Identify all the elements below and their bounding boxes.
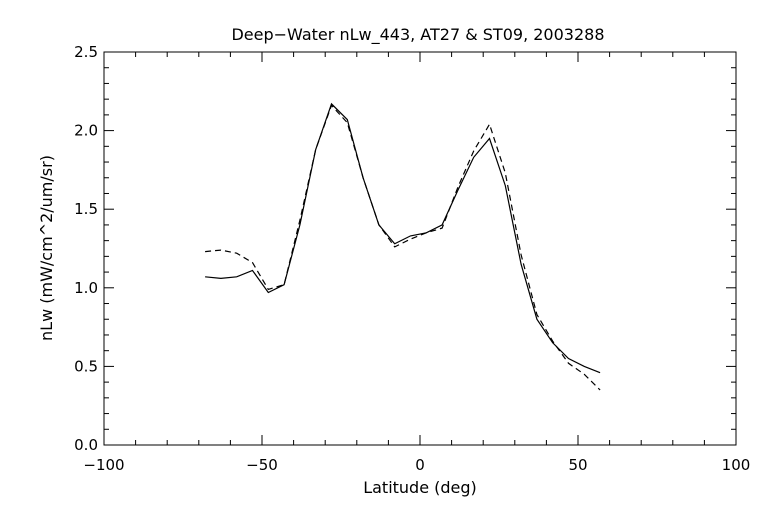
tick-marks: [103, 51, 737, 446]
x-tick-label: −100: [83, 456, 124, 474]
y-tick-label: 1.0: [74, 279, 98, 297]
tick-labels: −100 −50 0 50 100 0.0 0.5 1.0 1.5 2.0 2.5: [74, 43, 750, 474]
y-axis-title: nLw (mW/cm^2/um/sr): [37, 155, 56, 341]
x-tick-label: 100: [722, 456, 751, 474]
x-tick-label: 50: [568, 456, 587, 474]
series-lines: [205, 102, 601, 391]
series-line-dashed: [205, 104, 601, 391]
x-axis-title: Latitude (deg): [363, 478, 477, 497]
y-tick-label: 2.5: [74, 43, 98, 61]
x-tick-label: −50: [246, 456, 278, 474]
series-line-solid: [205, 102, 601, 374]
y-tick-label: 2.0: [74, 122, 98, 140]
x-tick-label: 0: [415, 456, 425, 474]
y-tick-label: 0.5: [74, 357, 98, 375]
y-tick-label: 1.5: [74, 200, 98, 218]
chart-title: Deep−Water nLw_443, AT27 & ST09, 2003288: [231, 25, 604, 45]
y-tick-label: 0.0: [74, 436, 98, 454]
plot-frame: [103, 51, 737, 446]
